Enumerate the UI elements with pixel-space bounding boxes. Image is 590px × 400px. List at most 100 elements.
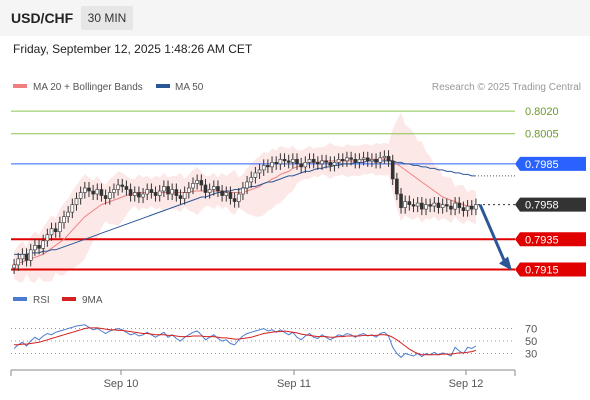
bollinger-band-area [14, 112, 476, 283]
candle-body [245, 181, 249, 189]
legend-main: MA 20 + Bollinger Bands MA 50 [13, 82, 204, 93]
candle-body [137, 192, 141, 198]
candle-body [274, 162, 279, 165]
ma20-line [13, 158, 477, 266]
candle-body [361, 157, 366, 160]
candle-body [353, 159, 358, 163]
candle-body [153, 192, 158, 196]
candle-body [440, 204, 445, 208]
candle-body [320, 160, 324, 165]
candle-body [62, 216, 66, 223]
level-tag-shape [515, 156, 586, 171]
forecast-arrow-head [499, 256, 512, 271]
candle-body [236, 193, 241, 202]
candle-body [33, 245, 37, 251]
candle-body [166, 186, 170, 195]
level-tag-0.7985: 0.7985 [515, 156, 586, 171]
candle-body [295, 159, 299, 165]
candle-body [53, 228, 58, 233]
candle-body [132, 192, 137, 196]
candle-body [370, 159, 374, 162]
candle-body [449, 205, 453, 210]
ma20-legend-label: MA 20 + Bollinger Bands [33, 82, 143, 93]
ma50-legend-label: MA 50 [175, 82, 204, 93]
candle-body [345, 157, 349, 162]
candle-body [266, 165, 270, 168]
candle-body [70, 204, 75, 213]
level-label-0.8020: 0.8020 [525, 106, 559, 118]
level-tag-text: 0.7985 [525, 159, 559, 171]
candle-body [282, 159, 287, 162]
candle-body [278, 159, 283, 165]
candle-body [420, 202, 424, 210]
candle-body [157, 190, 162, 196]
x-tick-label: Sep 10 [104, 378, 139, 390]
candle-body [149, 189, 154, 193]
candle-body [120, 184, 125, 187]
candle-body [253, 172, 258, 178]
candle-body [270, 162, 274, 168]
timeframe-button[interactable]: 30 MIN [81, 6, 133, 30]
ma50-line [14, 160, 476, 255]
candle-body [357, 159, 362, 163]
candle-body [182, 192, 187, 199]
x-axis: Sep 10 Sep 11 Sep 12 [10, 369, 516, 390]
level-label-0.8005: 0.8005 [525, 129, 559, 141]
ma9-legend-swatch [62, 297, 76, 301]
candle-body [461, 207, 466, 211]
rsi-tick-50: 50 [525, 336, 537, 348]
ma50-legend-swatch [156, 84, 170, 88]
rsi-line [13, 324, 477, 358]
candle-body [324, 160, 328, 163]
candle-body [211, 186, 216, 190]
candle-body [390, 160, 395, 180]
candle-body [465, 205, 470, 211]
candle-body [66, 211, 70, 217]
candle-body [428, 204, 432, 207]
candle-body [261, 165, 266, 171]
candle-body [87, 187, 91, 192]
candle-body [378, 157, 383, 163]
candle-body [78, 192, 83, 199]
candle-body [216, 186, 220, 192]
candle-body [24, 254, 29, 261]
instrument-title: USD/CHF [11, 10, 74, 26]
candle-body [99, 189, 104, 196]
candle-body [303, 162, 308, 168]
candle-body [28, 249, 33, 261]
level-tag-shape [515, 232, 586, 247]
candle-body [395, 178, 399, 195]
candle-body [411, 204, 416, 207]
candle-body [232, 198, 237, 202]
x-tick-label: Sep 12 [449, 378, 484, 390]
candle-body [249, 177, 254, 183]
candle-body [45, 234, 50, 242]
candle-body [37, 245, 41, 249]
candle-body [399, 193, 403, 208]
candle-body [203, 184, 208, 193]
candle-body [328, 162, 333, 166]
level-tag-shape [515, 197, 586, 212]
level-tag-text: 0.7958 [525, 200, 559, 212]
candle-body [128, 189, 133, 196]
candle-body [228, 192, 233, 199]
candle-body [174, 189, 179, 196]
candle-body [170, 189, 174, 195]
candle-body [453, 202, 457, 210]
rsi-ma9-line [14, 327, 477, 356]
candle-body [307, 159, 312, 163]
candle-body [83, 187, 87, 193]
candle-body [116, 184, 120, 190]
candlestick-series [12, 150, 478, 274]
rsi-legend-label: RSI [33, 295, 50, 306]
candle-body [469, 205, 474, 210]
candle-body [474, 204, 478, 210]
rsi-legend-swatch [13, 297, 27, 301]
candle-body [403, 201, 407, 208]
candle-body [187, 187, 191, 193]
candle-body [199, 180, 204, 186]
candle-body [178, 195, 183, 199]
candle-body [407, 201, 412, 205]
